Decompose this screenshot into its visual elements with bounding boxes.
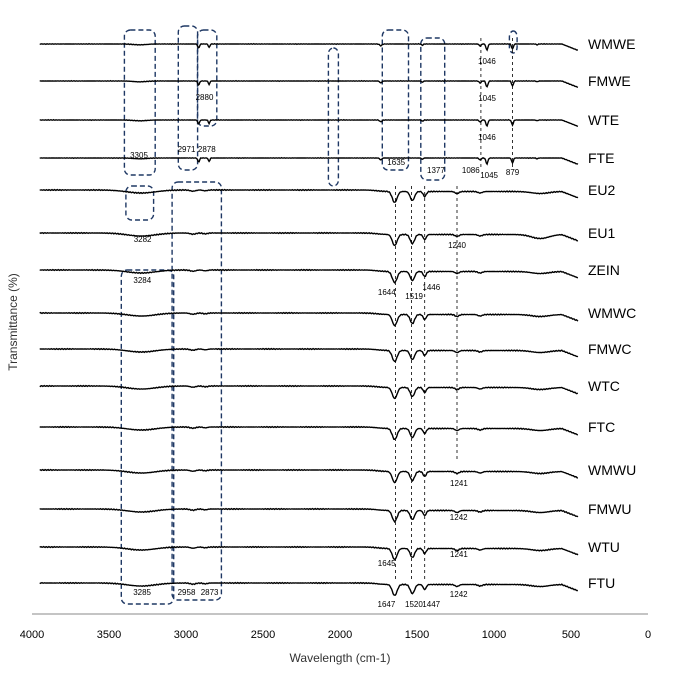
spectrum-line-wtu: [39, 545, 579, 561]
series-label-wte: WTE: [588, 112, 619, 128]
x-tick-label: 2000: [328, 629, 352, 641]
peak-label: 2878: [198, 145, 216, 154]
peak-label: 2971: [178, 145, 196, 154]
x-tick-label: 3500: [97, 629, 121, 641]
highlight-box: [196, 29, 218, 127]
x-tick-label: 4000: [20, 629, 44, 641]
series-label-eu1: EU1: [588, 225, 615, 241]
spectrum-line-fmwc: [39, 347, 579, 363]
peak-label: 3285: [133, 588, 151, 597]
spectrum-line-wmwc: [39, 311, 579, 327]
highlight-box: [120, 269, 175, 605]
x-tick-label: 1000: [482, 629, 506, 641]
peak-label: 1045: [478, 94, 496, 103]
spectrum-line-wmwu: [39, 468, 578, 484]
peak-label: 1086: [462, 166, 480, 175]
x-tick-label: 3000: [174, 629, 198, 641]
highlight-box: [327, 47, 340, 187]
peak-label: 1242: [450, 513, 468, 522]
peak-label: 1644: [378, 288, 396, 297]
series-label-eu2: EU2: [588, 182, 615, 198]
y-axis-title: Transmittance (%): [6, 273, 20, 371]
peak-label: 1446: [422, 283, 440, 292]
peak-label: 1519: [405, 292, 423, 301]
spectrum-line-eu2: [39, 188, 579, 203]
peak-label: 3305: [130, 151, 148, 160]
series-label-wtc: WTC: [588, 378, 620, 394]
spectrum-line-ftc: [39, 425, 578, 440]
peak-label: 1645: [378, 559, 396, 568]
peak-label: 1046: [478, 57, 496, 66]
spectrum-line-wte: [39, 118, 579, 128]
peak-label: 1241: [450, 550, 468, 559]
peak-labels: 1046 2880 1045 1046 3305 2971 2878 1635 1377 1086…: [130, 57, 520, 609]
series-label-fmwc: FMWC: [588, 341, 632, 357]
series-label-ftu: FTU: [588, 575, 615, 591]
peak-label: 1242: [450, 590, 468, 599]
peak-label: 3284: [133, 276, 151, 285]
peak-label: 1520: [405, 600, 423, 609]
x-tick-label: 0: [645, 629, 651, 641]
series-label-fte: FTE: [588, 150, 614, 166]
highlight-box: [508, 30, 518, 54]
peak-label: 1240: [448, 241, 466, 250]
series-label-wmwu: WMWU: [588, 462, 636, 478]
peak-label: 879: [506, 168, 520, 177]
highlight-box: [125, 185, 155, 221]
peak-label: 2880: [196, 93, 214, 102]
series-label-fmwu: FMWU: [588, 501, 632, 517]
peak-label: 2873: [201, 588, 219, 597]
series-label-wtu: WTU: [588, 539, 620, 555]
spectrum-line-fmwu: [39, 507, 579, 524]
x-axis-title: Wavelength (cm-1): [290, 651, 391, 665]
peak-label: 1045: [480, 171, 498, 180]
peak-label: 1241: [450, 479, 468, 488]
highlight-box: [123, 29, 156, 176]
series-label-wmwc: WMWC: [588, 305, 636, 321]
peak-label: 1447: [422, 600, 440, 609]
spectrum-line-eu1: [39, 231, 579, 247]
spectrum-line-fte: [39, 156, 579, 166]
highlight-regions: [120, 25, 518, 605]
highlight-box: [171, 181, 223, 601]
spectra-lines: [39, 42, 579, 596]
peak-label: 1377: [427, 166, 445, 175]
spectrum-line-fmwe: [39, 79, 579, 89]
series-labels: WMWE FMWE WTE FTE EU2 EU1 ZEIN WMWC FMWC WTC FTC WM…: [588, 36, 636, 591]
peak-label: 1635: [387, 158, 405, 167]
peak-label: 2958: [178, 588, 196, 597]
spectrum-line-wtc: [39, 384, 579, 400]
peak-label: 1647: [378, 600, 396, 609]
series-label-wmwe: WMWE: [588, 36, 635, 52]
spectrum-line-wmwe: [39, 42, 578, 52]
peak-label: 1046: [478, 133, 496, 142]
x-tick-label: 1500: [405, 629, 429, 641]
series-label-ftc: FTC: [588, 419, 615, 435]
spectrum-line-ftu: [39, 581, 578, 596]
series-label-fmwe: FMWE: [588, 73, 631, 89]
x-tick-label: 500: [562, 629, 580, 641]
spectrum-line-zein: [39, 268, 579, 284]
x-tick-label: 2500: [251, 629, 275, 641]
x-tick-labels: 4000 3500 3000 2500 2000 1500 1000 500 0: [20, 629, 651, 641]
series-label-zein: ZEIN: [588, 262, 620, 278]
peak-label: 3282: [134, 235, 152, 244]
reference-lines: [394, 38, 513, 580]
